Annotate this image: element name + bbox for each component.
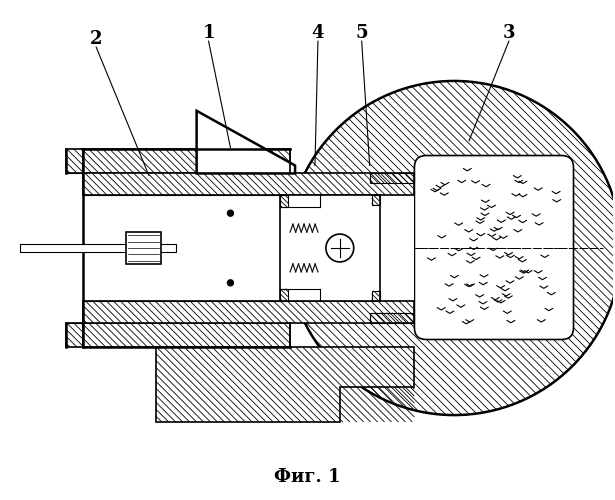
Circle shape bbox=[326, 234, 354, 262]
Bar bbox=[83, 174, 415, 196]
Bar bbox=[371, 196, 379, 205]
Bar bbox=[280, 196, 288, 207]
Circle shape bbox=[228, 280, 234, 286]
Bar bbox=[83, 148, 290, 348]
Bar bbox=[66, 148, 83, 174]
Bar bbox=[66, 322, 83, 347]
Bar bbox=[66, 322, 83, 347]
Bar bbox=[370, 312, 415, 322]
Bar bbox=[83, 300, 415, 322]
Bar bbox=[370, 174, 415, 184]
Bar bbox=[83, 174, 415, 322]
Text: 4: 4 bbox=[312, 24, 324, 42]
Polygon shape bbox=[197, 111, 295, 174]
Bar bbox=[371, 291, 379, 300]
Bar bbox=[66, 148, 83, 174]
Circle shape bbox=[287, 81, 615, 415]
Bar bbox=[280, 196, 379, 300]
Bar bbox=[280, 289, 288, 300]
Bar bbox=[83, 148, 290, 174]
Bar bbox=[83, 322, 290, 347]
FancyBboxPatch shape bbox=[415, 156, 574, 340]
Bar bbox=[126, 232, 161, 264]
Text: 3: 3 bbox=[502, 24, 515, 42]
Text: 5: 5 bbox=[355, 24, 368, 42]
Text: Фиг. 1: Фиг. 1 bbox=[274, 468, 340, 485]
Text: 1: 1 bbox=[202, 24, 215, 42]
Text: 2: 2 bbox=[90, 30, 103, 48]
Polygon shape bbox=[156, 348, 415, 422]
Circle shape bbox=[228, 210, 234, 216]
Bar bbox=[20, 244, 176, 252]
